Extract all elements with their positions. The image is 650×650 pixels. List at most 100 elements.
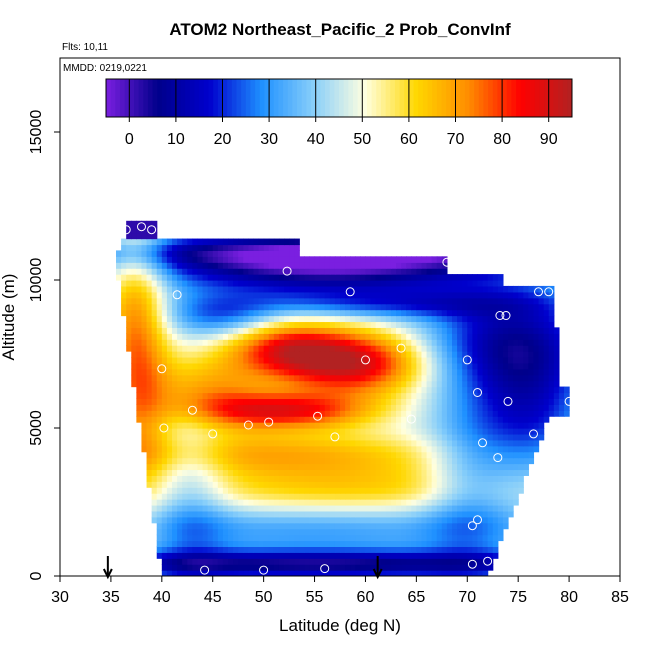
heatmap-cell — [340, 451, 346, 459]
heatmap-cell — [482, 374, 489, 382]
heatmap-cell — [426, 493, 433, 500]
heatmap-cell — [421, 528, 428, 536]
heatmap-cell — [217, 297, 224, 305]
heatmap-cell — [543, 380, 550, 388]
heatmap-cell — [289, 475, 295, 482]
heatmap-cell — [314, 362, 321, 370]
heatmap-cell — [487, 416, 494, 423]
heatmap-cell — [350, 516, 356, 524]
heatmap-cell — [457, 327, 463, 334]
colorbar-swatch — [143, 79, 149, 117]
heatmap-cell — [172, 439, 178, 447]
heatmap-cell — [487, 333, 494, 340]
heatmap-cell — [166, 410, 173, 417]
colorbar-swatch — [264, 79, 270, 117]
heatmap-cell — [228, 457, 234, 465]
heatmap-cell — [212, 457, 219, 465]
heatmap-cell — [421, 327, 428, 334]
profile-point — [137, 222, 146, 232]
heatmap-cell — [385, 280, 392, 287]
heatmap-cell — [477, 356, 484, 364]
colorbar-swatch — [334, 79, 340, 117]
heatmap-cell — [309, 356, 316, 364]
heatmap-cell — [202, 262, 209, 269]
heatmap-cell — [217, 362, 224, 370]
heatmap-cell — [487, 303, 494, 311]
heatmap-cell — [446, 303, 453, 311]
heatmap-cell — [406, 380, 412, 388]
heatmap-cell — [334, 309, 341, 317]
heatmap-cell — [334, 504, 341, 512]
heatmap-cell — [146, 368, 153, 376]
heatmap-cell — [202, 516, 209, 524]
heatmap-cell — [253, 540, 260, 547]
heatmap-cell — [329, 297, 336, 305]
heatmap-cell — [329, 457, 336, 465]
heatmap-cell — [151, 321, 158, 328]
heatmap-cell — [253, 291, 260, 299]
heatmap-cell — [212, 439, 219, 447]
heatmap-cell — [161, 356, 168, 364]
heatmap-cell — [222, 493, 229, 500]
heatmap-cell — [166, 262, 173, 269]
x-tick-label: 70 — [458, 589, 476, 606]
heatmap-cell — [238, 291, 244, 299]
heatmap-cell — [136, 392, 143, 399]
heatmap-cell — [319, 564, 326, 571]
heatmap-cell — [380, 475, 387, 482]
heatmap-cell — [243, 380, 249, 388]
colorbar-swatch — [213, 79, 219, 117]
heatmap-cell — [390, 392, 397, 399]
heatmap-cell — [426, 451, 433, 459]
heatmap-cell — [177, 422, 183, 429]
heatmap-cell — [289, 244, 295, 251]
heatmap-cell — [263, 327, 270, 334]
heatmap-cell — [426, 274, 433, 281]
heatmap-cell — [421, 356, 428, 364]
heatmap-cell — [411, 558, 417, 565]
heatmap-cell — [177, 558, 183, 565]
heatmap-cell — [334, 280, 341, 287]
heatmap-cell — [502, 351, 509, 358]
heatmap-cell — [365, 475, 372, 482]
heatmap-cell — [467, 457, 473, 465]
heatmap-cell — [385, 398, 392, 405]
heatmap-cell — [187, 504, 193, 512]
heatmap-cell — [401, 469, 407, 476]
heatmap-cell — [202, 433, 209, 441]
heatmap-cell — [513, 499, 519, 506]
heatmap-cell — [207, 244, 214, 251]
heatmap-cell — [268, 303, 275, 311]
heatmap-cell — [309, 558, 316, 565]
heatmap-cell — [278, 386, 285, 394]
heatmap-cell — [528, 351, 535, 358]
heatmap-cell — [217, 315, 224, 323]
heatmap-cell — [452, 356, 458, 364]
heatmap-cell — [340, 445, 346, 453]
colorbar-swatch — [259, 79, 265, 117]
heatmap-cell — [360, 291, 367, 299]
heatmap-cell — [360, 433, 367, 441]
heatmap-cell — [533, 386, 540, 394]
heatmap-cell — [441, 546, 448, 553]
x-axis: 30 35 40 45 50 55 60 65 70 75 80 85 — [51, 576, 629, 606]
heatmap-cell — [513, 333, 519, 340]
heatmap-cell — [426, 345, 433, 352]
colorbar-tick-label: 70 — [447, 131, 465, 148]
colorbar-swatch — [208, 79, 214, 117]
heatmap-cell — [253, 487, 260, 494]
heatmap-cell — [558, 398, 565, 405]
heatmap-cell — [385, 351, 392, 358]
heatmap-cell — [233, 339, 239, 346]
heatmap-cell — [324, 469, 331, 476]
heatmap-cell — [294, 327, 300, 334]
heatmap-cell — [263, 410, 270, 417]
heatmap-cell — [355, 504, 361, 512]
heatmap-cell — [508, 297, 514, 305]
heatmap-cell — [441, 345, 448, 352]
heatmap-cell — [365, 374, 372, 382]
heatmap-cell — [172, 570, 178, 576]
heatmap-cell — [365, 410, 372, 417]
heatmap-cell — [182, 256, 188, 263]
heatmap-cell — [294, 398, 300, 405]
